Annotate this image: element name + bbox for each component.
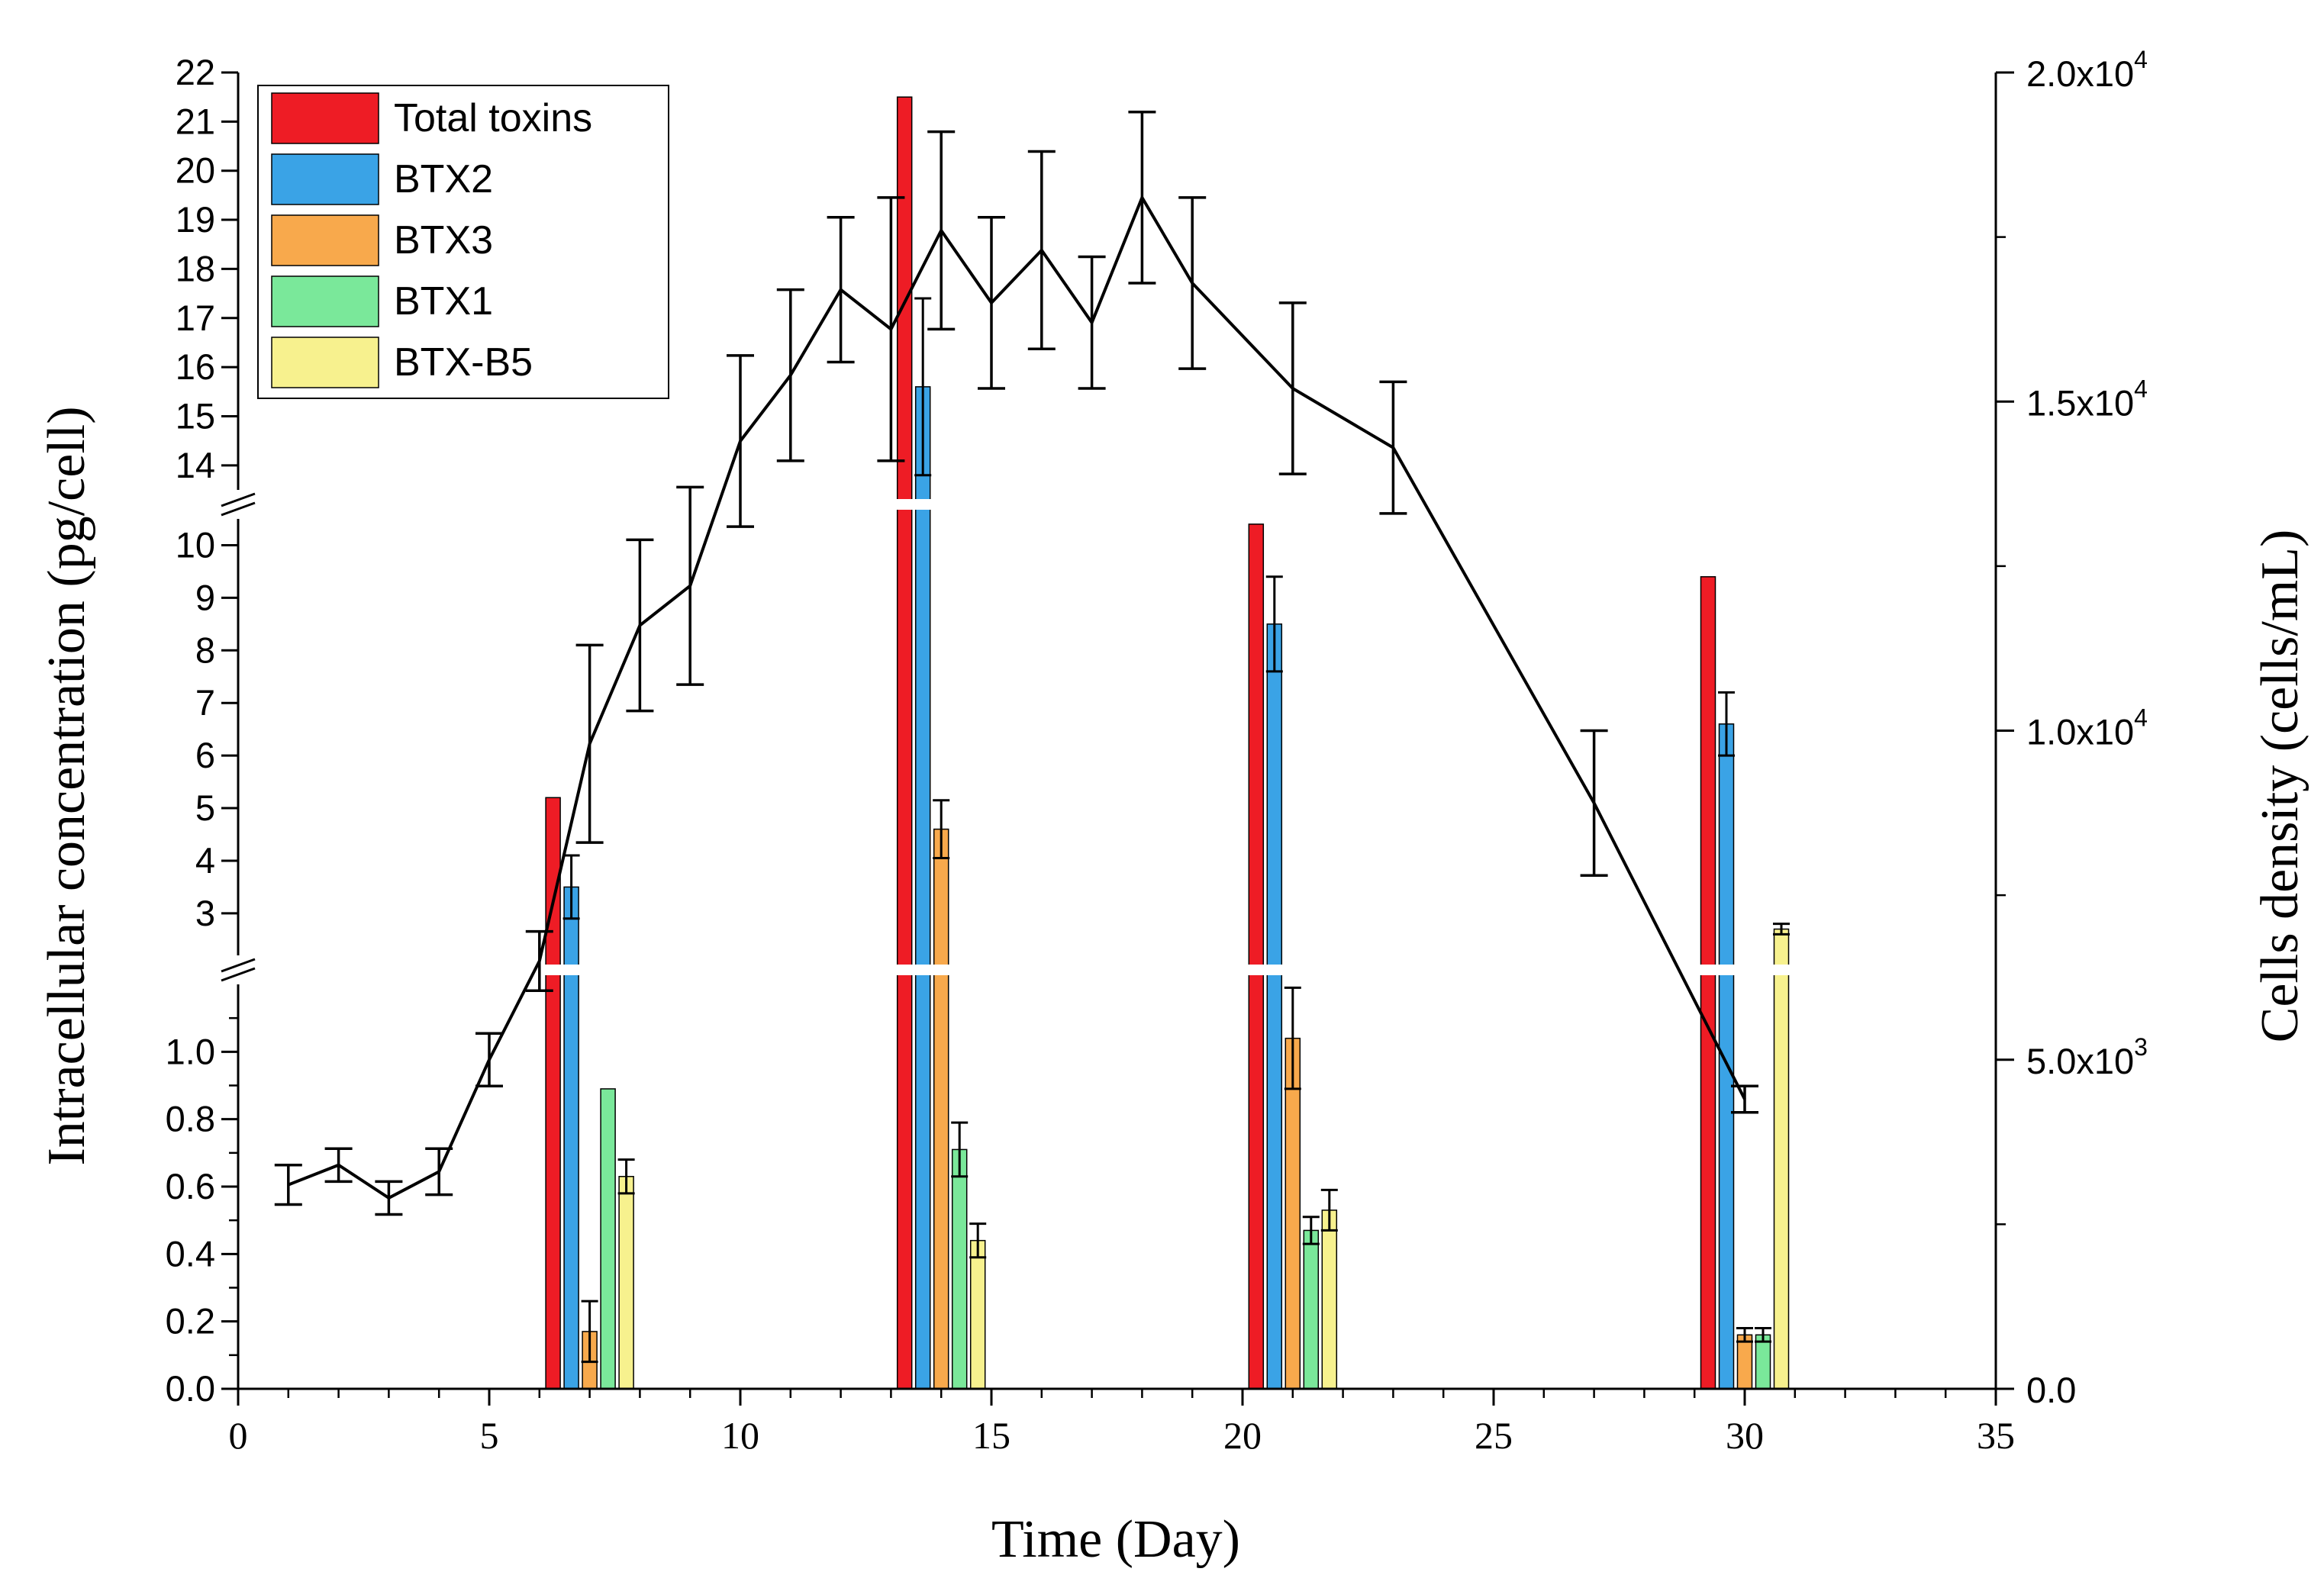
y-right-tick-exponent: 4 (2134, 704, 2148, 732)
legend-label: BTX3 (394, 218, 493, 262)
legend-label: BTX1 (394, 279, 493, 324)
y-right-tick-exponent: 3 (2134, 1033, 2148, 1061)
y-left-tick-label: 16 (176, 346, 215, 387)
y-left-tick-label: 4 (195, 840, 215, 881)
x-tick-label: 25 (1475, 1414, 1513, 1457)
y-left-tick-label: 20 (176, 150, 215, 191)
y-left-tick-label: 0.8 (166, 1099, 215, 1139)
y-axis-left-label: Intracellular concentration (pg/cell) (37, 406, 96, 1165)
y-left-tick-label: 0.4 (166, 1233, 215, 1274)
bar-btx1-day-21 (1303, 1229, 1320, 1390)
y-right-tick-label: 2.0x104 (2026, 46, 2148, 94)
x-tick-label: 0 (229, 1414, 248, 1457)
legend-label: BTX-B5 (394, 340, 533, 385)
legend-swatch-btx2 (271, 153, 379, 205)
x-tick-label: 15 (972, 1414, 1011, 1457)
y-left-tick-label: 10 (176, 524, 215, 565)
axis-break-mark (221, 967, 256, 982)
axis-break-mark (221, 501, 256, 517)
legend-swatch-btx1 (271, 275, 379, 327)
y-right-tick-exponent: 4 (2134, 375, 2148, 402)
y-left-tick-label: 6 (195, 735, 215, 775)
bar-btx2-day-21 (1266, 623, 1283, 1390)
x-tick-label: 30 (1726, 1414, 1764, 1457)
y-right-tick-mantissa: 5.0x10 (2026, 1041, 2134, 1081)
legend-swatch-total-toxins (271, 92, 379, 144)
y-left-tick-label: 0.6 (166, 1166, 215, 1206)
bar-btx3-day-14 (933, 828, 949, 1390)
x-tick-label: 35 (1977, 1414, 2015, 1457)
bar-btx-b5-day-14 (969, 1239, 986, 1390)
y-right-tick-mantissa: 1.0x10 (2026, 712, 2134, 752)
y-left-tick-label: 21 (176, 101, 215, 141)
bar-layer (240, 96, 1994, 1390)
y-left-tick-label: 0.2 (166, 1301, 215, 1341)
bar-total-toxins-day-30 (1700, 576, 1716, 1390)
bar-btx1-day-30 (1755, 1334, 1771, 1390)
bar-btx-b5-day-7 (618, 1176, 634, 1390)
legend-swatch-btx3 (271, 214, 379, 266)
legend-label: Total toxins (394, 96, 592, 140)
axis-break-gap (240, 499, 1994, 510)
bar-btx-b5-day-21 (1321, 1209, 1338, 1390)
y-left-tick-label: 1.0 (166, 1031, 215, 1071)
y-left-tick-label: 19 (176, 199, 215, 240)
y-right-tick-mantissa: 1.5x10 (2026, 382, 2134, 423)
y-right-tick-label: 0.0 (2026, 1370, 2076, 1410)
axis-break-mark (221, 958, 256, 973)
y-right-tick-label: 5.0x103 (2026, 1033, 2148, 1081)
y-right-tick-exponent: 4 (2134, 46, 2148, 73)
x-tick-label: 10 (721, 1414, 759, 1457)
bar-btx2-day-14 (914, 386, 931, 1390)
bar-total-toxins-day-21 (1248, 523, 1265, 1390)
y-left-tick-label: 8 (195, 630, 215, 670)
y-left-tick-label: 15 (176, 395, 215, 436)
cell-density-layer (274, 111, 1758, 1216)
y-left-tick-label: 5 (195, 788, 215, 828)
y-right-tick-label: 1.5x104 (2026, 375, 2148, 423)
bar-btx2-day-7 (563, 886, 579, 1390)
legend-label: BTX2 (394, 157, 493, 201)
y-right-tick-label: 1.0x104 (2026, 704, 2148, 752)
legend-swatch-btx-b5 (271, 337, 379, 388)
y-left-tick-label: 7 (195, 682, 215, 723)
axes-layer: 0 5 10 15 20 25 30 35 0.0 0.2 0.4 0.6 0.8 1.0 3 4 5 6 7 8 9 1… (166, 46, 2148, 1457)
bar-btx1-day-14 (951, 1148, 968, 1390)
y-left-tick-label: 0.0 (166, 1368, 215, 1409)
x-tick-label: 20 (1223, 1414, 1262, 1457)
axis-break-mark (221, 492, 256, 507)
y-right-tick-mantissa: 2.0x10 (2026, 53, 2134, 94)
x-axis-label: Time (Day) (991, 1510, 1240, 1569)
x-tick-label: 5 (480, 1414, 499, 1457)
y-right-tick-mantissa: 0.0 (2026, 1370, 2076, 1410)
y-left-tick-label: 14 (176, 445, 215, 485)
y-left-tick-label: 3 (195, 893, 215, 933)
y-left-tick-label: 9 (195, 577, 215, 617)
y-axis-right-label: Cells density (cells/mL) (2251, 530, 2309, 1043)
axis-break-gap (240, 965, 1994, 975)
bar-btx1-day-7 (600, 1088, 616, 1390)
bar-btx-b5-day-30 (1773, 928, 1790, 1390)
legend: Total toxins BTX2 BTX3 BTX1 BTX-B5 (257, 85, 669, 399)
bar-btx3-day-21 (1284, 1037, 1301, 1390)
y-left-tick-label: 22 (176, 52, 215, 92)
y-left-tick-label: 18 (176, 248, 215, 288)
bar-btx3-day-30 (1736, 1334, 1753, 1390)
y-left-tick-label: 17 (176, 298, 215, 338)
